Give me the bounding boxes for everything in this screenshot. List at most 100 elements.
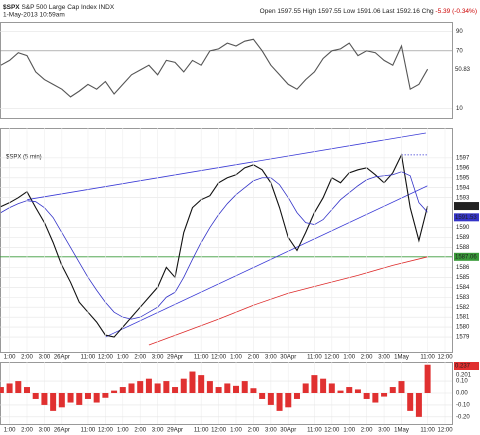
x-tick-label: 2:00 bbox=[361, 428, 373, 434]
bar bbox=[0, 387, 4, 393]
bar bbox=[276, 393, 283, 411]
bar bbox=[128, 383, 135, 393]
y-tick-label: 1589 bbox=[456, 235, 470, 241]
y-tick-label: 1586 bbox=[456, 265, 470, 271]
bar bbox=[15, 381, 22, 393]
x-tick-label: 2:00 bbox=[134, 355, 146, 361]
x-tick-label: 30Apr bbox=[280, 428, 296, 434]
last-value-label: 1591.53 bbox=[455, 215, 477, 221]
last-value-label: 1592.16 bbox=[455, 204, 477, 210]
x-tick-label: 2:00 bbox=[134, 428, 146, 434]
y-tick-label: 90 bbox=[456, 29, 463, 35]
x-tick-label: 1May bbox=[394, 355, 409, 361]
x-tick-label: 29Apr bbox=[167, 355, 183, 361]
trendline bbox=[26, 132, 426, 201]
price-frame bbox=[0, 128, 453, 353]
x-tick-label: 12:00 bbox=[211, 355, 227, 361]
quote: Open 1597.55 High 1597.55 Low 1591.06 La… bbox=[260, 8, 477, 15]
bar bbox=[93, 393, 100, 403]
y-tick-label: 1583 bbox=[456, 295, 470, 301]
y-tick-label: 1580 bbox=[456, 325, 470, 331]
y-tick-label: 1595 bbox=[456, 175, 470, 181]
bar bbox=[320, 378, 327, 393]
bar bbox=[111, 390, 118, 393]
y-tick-label: 1585 bbox=[456, 275, 470, 281]
y-tick-label: 1593 bbox=[456, 195, 470, 201]
y-tick-label: 1597 bbox=[456, 155, 470, 161]
x-tick-label: 3:00 bbox=[378, 355, 390, 361]
bar bbox=[119, 387, 126, 393]
bar bbox=[337, 390, 344, 393]
value: 1591.06 bbox=[357, 8, 381, 15]
x-tick-label: 1:00 bbox=[343, 355, 355, 361]
series-line bbox=[0, 171, 428, 320]
bar bbox=[189, 371, 196, 393]
bar bbox=[76, 393, 83, 405]
y-tick-label: 0.10 bbox=[456, 379, 468, 385]
value: 1592.16 bbox=[396, 8, 420, 15]
symbol: $SPX bbox=[3, 4, 20, 11]
bar bbox=[180, 378, 187, 393]
bar bbox=[407, 393, 414, 411]
bar bbox=[233, 385, 240, 393]
bar bbox=[84, 393, 91, 399]
bar bbox=[293, 393, 300, 399]
bar bbox=[6, 383, 13, 393]
bar bbox=[154, 383, 161, 393]
name: S&P 500 Large Cap Index bbox=[21, 4, 97, 11]
last-value-box bbox=[454, 202, 479, 211]
x-tick-label: 12:00 bbox=[324, 355, 340, 361]
x-tick-label: 2:00 bbox=[361, 355, 373, 361]
y-tick-label: 1582 bbox=[456, 305, 470, 311]
y-tick-label: 1590 bbox=[456, 225, 470, 231]
x-tick-label: 11:00 bbox=[81, 428, 96, 434]
x-tick-label: 11:00 bbox=[307, 428, 322, 434]
y-tick-label: 1594 bbox=[456, 185, 470, 191]
bar bbox=[41, 393, 48, 405]
x-tick-label: 3:00 bbox=[152, 428, 164, 434]
header-title: $SPX S&P 500 Large Cap Index INDX bbox=[3, 4, 115, 11]
x-tick-label: 2:00 bbox=[248, 355, 260, 361]
bar bbox=[172, 387, 179, 393]
x-tick-label: 12:00 bbox=[438, 355, 454, 361]
x-tick-label: 11:00 bbox=[420, 428, 435, 434]
x-tick-label: 26Apr bbox=[54, 428, 70, 434]
x-tick-label: 3:00 bbox=[265, 355, 277, 361]
x-tick-label: 3:00 bbox=[39, 355, 51, 361]
last-value-label: 0.237 bbox=[455, 364, 471, 370]
rsi-frame bbox=[0, 22, 453, 119]
x-tick-label: 3:00 bbox=[265, 428, 277, 434]
value: 1597.55 bbox=[318, 8, 342, 15]
x-tick-label: 29Apr bbox=[167, 428, 183, 434]
x-tick-label: 1:00 bbox=[117, 355, 129, 361]
x-tick-label: 1:00 bbox=[4, 428, 16, 434]
bar bbox=[50, 393, 57, 411]
y-tick-label: -0.20 bbox=[456, 414, 470, 420]
bar bbox=[354, 389, 361, 393]
bar bbox=[102, 393, 109, 398]
bar bbox=[259, 393, 266, 399]
x-tick-label: 12:00 bbox=[438, 428, 454, 434]
x-tick-label: 3:00 bbox=[39, 428, 51, 434]
bar bbox=[145, 378, 152, 393]
x-tick-label: 12:00 bbox=[98, 355, 114, 361]
x-tick-label: 1:00 bbox=[117, 428, 129, 434]
bar bbox=[67, 393, 74, 403]
bar bbox=[267, 393, 274, 405]
bar bbox=[415, 393, 422, 417]
bar bbox=[163, 381, 170, 393]
x-tick-label: 1:00 bbox=[343, 428, 355, 434]
y-tick-label: -0.10 bbox=[456, 403, 470, 409]
y-tick-label: 10 bbox=[456, 106, 463, 112]
bar bbox=[206, 381, 213, 393]
label: Chg bbox=[422, 8, 434, 15]
y-tick-label: 0.00 bbox=[456, 391, 468, 397]
bar bbox=[381, 393, 388, 397]
value: -5.39 bbox=[435, 8, 450, 15]
label: High bbox=[303, 8, 317, 15]
bar bbox=[302, 383, 309, 393]
label: Last bbox=[382, 8, 394, 15]
x-tick-label: 1May bbox=[394, 428, 409, 434]
last-value-box bbox=[454, 252, 479, 261]
